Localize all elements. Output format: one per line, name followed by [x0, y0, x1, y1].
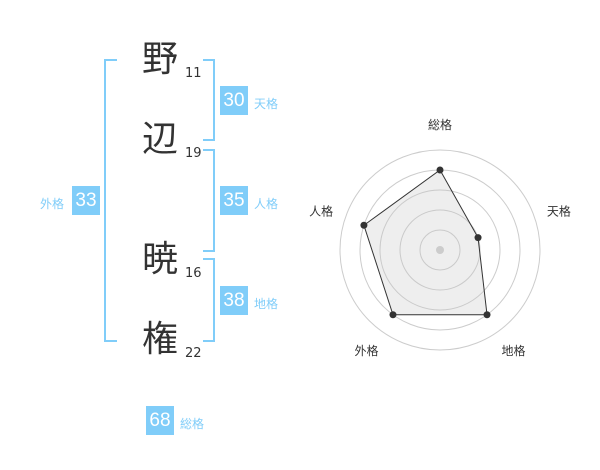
jinkaku-label: 人格: [254, 197, 279, 211]
radar-point-1: [436, 166, 444, 174]
name-char-1: 野: [142, 39, 179, 80]
gaikaku-value: 33: [72, 186, 100, 215]
jinkaku-bracket: [203, 149, 215, 252]
radar-point-2: [474, 234, 482, 242]
gaikaku-label: 外格: [40, 197, 65, 211]
chikaku-label: 地格: [254, 297, 279, 311]
radar-ring: [419, 229, 461, 271]
stroke-count-4: 22: [185, 346, 202, 361]
radar-point-3: [483, 311, 491, 319]
name-char-4: 権: [142, 319, 179, 360]
tenkaku-label: 天格: [254, 97, 279, 111]
radar-area: [363, 169, 488, 316]
radar-point-5: [360, 221, 368, 229]
chikaku-value: 38: [220, 286, 248, 315]
jinkaku-value: 35: [220, 186, 248, 215]
stroke-count-3: 16: [185, 266, 202, 281]
radar-ring: [399, 209, 481, 291]
name-char-3: 暁: [142, 239, 179, 280]
soukaku-value: 68: [146, 406, 174, 435]
tenkaku-bracket: [203, 59, 215, 141]
soukaku-label: 総格: [180, 417, 205, 431]
stroke-count-2: 19: [185, 146, 202, 161]
radar-axis-label: 天格: [547, 203, 571, 218]
radar-axis-label: 人格: [309, 203, 333, 218]
tenkaku-value: 30: [220, 86, 248, 115]
radar-point-4: [389, 311, 397, 319]
stroke-count-1: 11: [185, 66, 202, 81]
radar-axis-label: 外格: [355, 343, 379, 358]
radar-axis-label: 総格: [428, 117, 452, 132]
radar-center: [436, 246, 444, 254]
gaikaku-bracket: [104, 59, 117, 342]
radar-axis-label: 地格: [501, 343, 525, 358]
radar-ring: [379, 189, 501, 311]
chikaku-bracket: [203, 258, 215, 342]
radar-ring: [339, 149, 541, 351]
name-char-2: 辺: [142, 119, 179, 160]
